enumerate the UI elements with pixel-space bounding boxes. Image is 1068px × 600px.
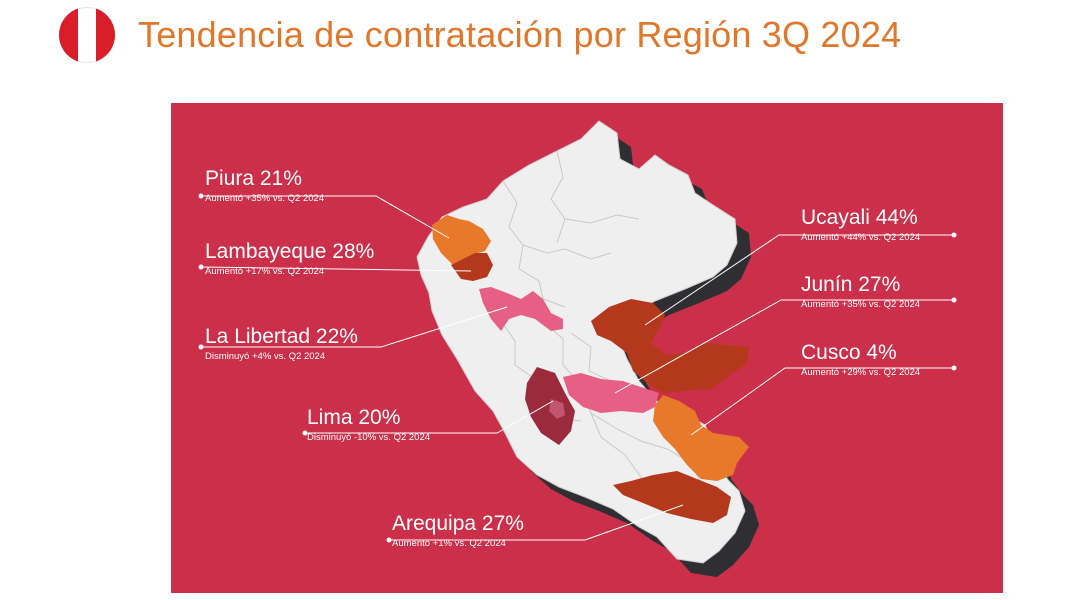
callout-lima: Lima 20% Disminuyó -10% vs. Q2 2024 [307, 406, 430, 444]
region-label-la-libertad: La Libertad 22% [205, 325, 358, 348]
region-la-libertad [479, 287, 563, 331]
region-label-arequipa: Arequipa 27% [392, 512, 524, 535]
region-note-lambayeque: Aumentó +17% vs. Q2 2024 [205, 266, 325, 277]
region-note-junin: Aumentó +35% vs. Q2 2024 [801, 299, 921, 310]
leader-line-piura [201, 195, 450, 239]
region-note-arequipa: Aumentó +1% vs. Q2 2024 [392, 538, 506, 549]
peru-map [198, 120, 957, 577]
leader-line-ucayali [644, 234, 954, 326]
page-title: Tendencia de contratación por Región 3Q … [138, 14, 902, 55]
region-note-cusco: Aumentó +29% vs. Q2 2024 [801, 367, 921, 378]
leader-line-la-libertad [201, 306, 508, 348]
region-note-la-libertad: Disminuyó +4% vs. Q2 2024 [205, 351, 326, 362]
callout-junin: Junín 27% Aumentó +35% vs. Q2 2024 [801, 273, 920, 311]
country-outline [416, 120, 746, 564]
leader-line-lima [305, 400, 554, 434]
flag-right-band [96, 7, 115, 63]
callout-lambayeque: Lambayeque 28% Aumentó +17% vs. Q2 2024 [205, 240, 374, 278]
region-ucayali [591, 299, 749, 393]
region-note-piura: Aumentó +35% vs. Q2 2024 [205, 193, 325, 204]
callout-piura: Piura 21% Aumentó +35% vs. Q2 2024 [205, 167, 324, 205]
region-note-ucayali: Aumentó +44% vs. Q2 2024 [801, 232, 921, 243]
region-label-ucayali: Ucayali 44% [801, 206, 918, 229]
callout-ucayali: Ucayali 44% Aumentó +44% vs. Q2 2024 [801, 206, 920, 244]
region-lambayeque [451, 253, 493, 281]
region-cusco [653, 395, 749, 481]
leader-lines [198, 193, 957, 543]
callout-cusco: Cusco 4% Aumentó +29% vs. Q2 2024 [801, 341, 920, 379]
region-lima-metro [549, 399, 565, 419]
region-junin [563, 373, 659, 413]
region-note-lima: Disminuyó -10% vs. Q2 2024 [307, 432, 431, 443]
callout-la-libertad: La Libertad 22% Disminuyó +4% vs. Q2 202… [205, 325, 358, 363]
region-label-lambayeque: Lambayeque 28% [205, 240, 375, 263]
region-label-piura: Piura 21% [205, 167, 302, 190]
region-arequipa [613, 471, 731, 523]
leader-line-lambayeque [200, 266, 472, 272]
leader-line-arequipa [389, 504, 684, 541]
flag-left-band [59, 7, 78, 63]
map-panel: Piura 21% Aumentó +35% vs. Q2 2024 Lamba… [171, 103, 1003, 593]
region-label-cusco: Cusco 4% [801, 341, 897, 364]
region-label-lima: Lima 20% [307, 406, 401, 429]
region-piura [432, 215, 491, 267]
region-label-junin: Junín 27% [801, 273, 901, 296]
leader-line-junin [614, 299, 954, 394]
leader-line-cusco [690, 367, 954, 436]
peru-flag-icon [59, 7, 115, 63]
callout-arequipa: Arequipa 27% Aumentó +1% vs. Q2 2024 [392, 512, 524, 550]
